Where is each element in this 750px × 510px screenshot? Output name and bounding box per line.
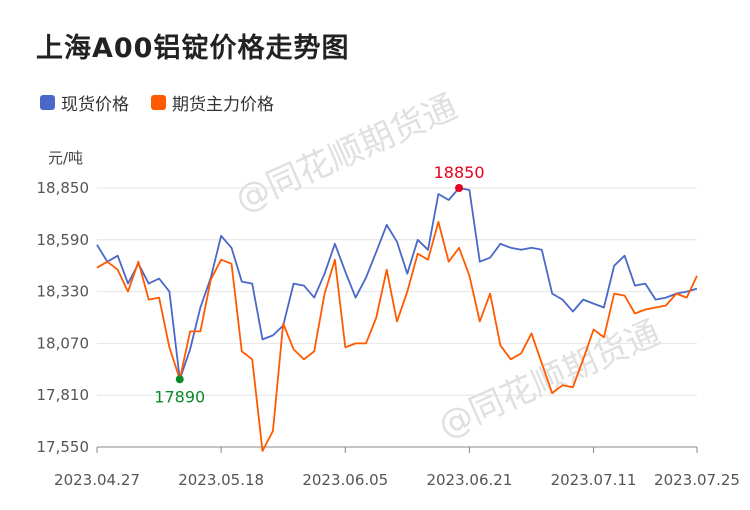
legend-label-spot: 现货价格 bbox=[61, 95, 129, 115]
y-tick-label: 18,850 bbox=[37, 179, 90, 197]
x-tick-label: 2023.06.21 bbox=[426, 471, 512, 489]
y-tick-label: 18,330 bbox=[37, 283, 90, 301]
legend-swatch-spot bbox=[40, 95, 55, 110]
x-tick-label: 2023.04.27 bbox=[54, 471, 140, 489]
watermark-2: @同花顺期货通 bbox=[432, 313, 666, 446]
legend-item-futures[interactable]: 期货主力价格 bbox=[151, 90, 274, 115]
grid bbox=[97, 187, 697, 448]
y-axis-unit: 元/吨 bbox=[48, 149, 84, 167]
legend-swatch-futures bbox=[151, 95, 166, 110]
series-lines bbox=[96, 187, 698, 452]
y-axis: 17,550 17,810 18,070 18,330 18,590 18,850 bbox=[37, 179, 90, 456]
legend-label-futures: 期货主力价格 bbox=[172, 95, 274, 115]
x-tick-label: 2023.07.11 bbox=[551, 471, 637, 489]
annotation-label: 18850 bbox=[434, 163, 485, 182]
x-tick-label: 2023.07.25 bbox=[654, 471, 740, 489]
y-tick-label: 18,590 bbox=[37, 231, 90, 249]
series-line-spot bbox=[96, 187, 698, 381]
y-tick-label: 17,550 bbox=[37, 438, 90, 456]
x-tick-label: 2023.05.18 bbox=[178, 471, 264, 489]
annotation-label: 17890 bbox=[154, 387, 205, 406]
x-tick-label: 2023.06.05 bbox=[302, 471, 388, 489]
y-tick-label: 18,070 bbox=[37, 334, 90, 352]
annotations: 18850 17890 bbox=[154, 163, 484, 406]
annotation-point bbox=[455, 184, 464, 192]
annotation-point bbox=[175, 375, 184, 384]
watermark-1: @同花顺期货通 bbox=[229, 87, 463, 220]
legend-item-spot[interactable]: 现货价格 bbox=[40, 90, 129, 115]
y-tick-label: 17,810 bbox=[37, 386, 90, 404]
series-line-futures bbox=[96, 220, 698, 452]
x-axis: 2023.04.27 2023.05.18 2023.06.05 2023.06.21… bbox=[54, 447, 740, 489]
chart-title: 上海A00铝锭价格走势图 bbox=[36, 33, 350, 64]
legend: 现货价格 期货主力价格 bbox=[40, 90, 296, 115]
